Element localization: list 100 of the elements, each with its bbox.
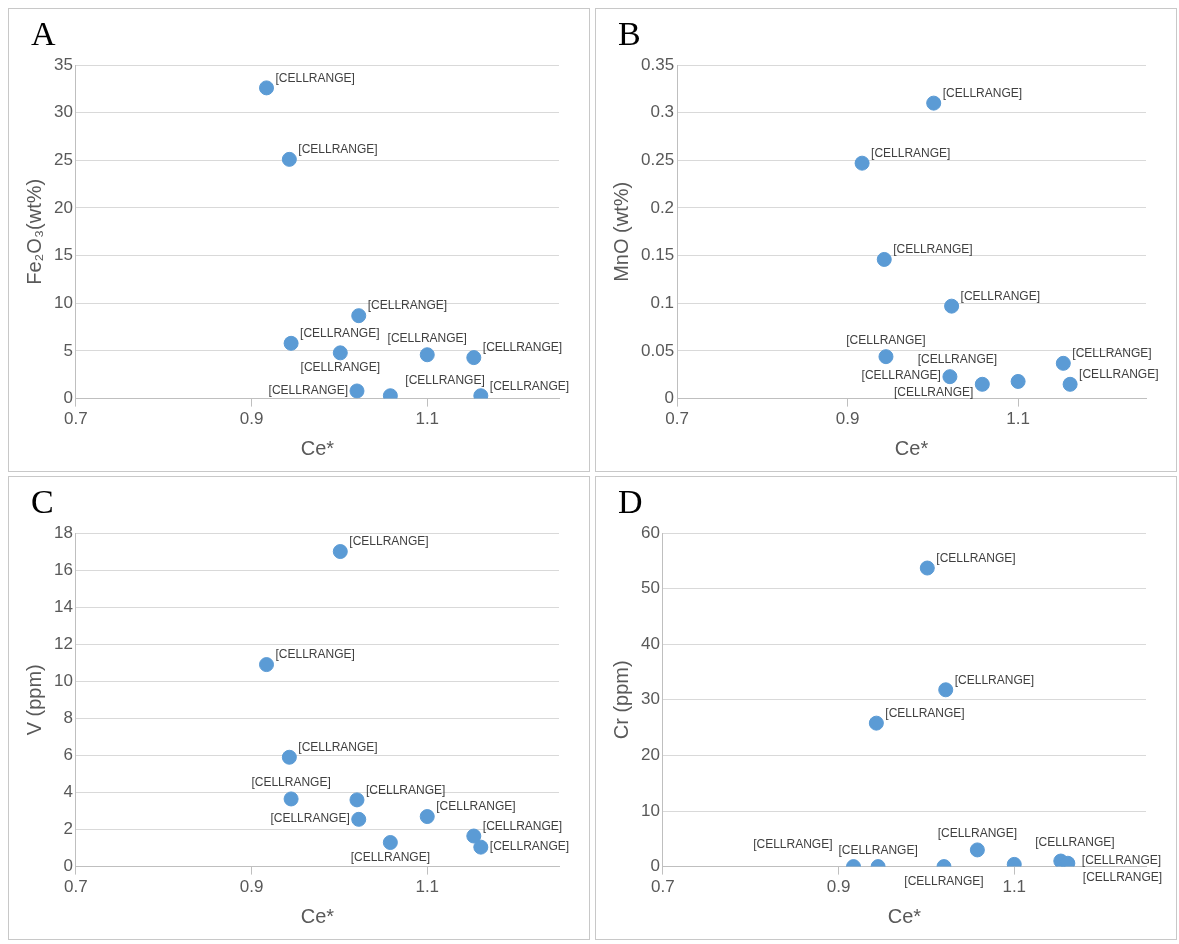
point — [259, 80, 275, 96]
chart-title: C — [31, 483, 54, 521]
data-label: [CELLRANGE] — [405, 372, 485, 387]
y-axis-title: V (ppm) — [22, 664, 45, 736]
point — [926, 95, 942, 111]
data-label: [CELLRANGE] — [1079, 367, 1159, 382]
data-label: [CELLRANGE] — [275, 70, 355, 85]
x-tick-label: 0.9 — [239, 877, 264, 897]
data-label: [CELLRANGE] — [861, 368, 941, 383]
y-tick-label: 15 — [53, 245, 73, 265]
data-label: [CELLRANGE] — [942, 85, 1023, 100]
point — [351, 308, 367, 324]
y-tick-label: 25 — [53, 150, 73, 169]
y-tick-label: 30 — [640, 689, 660, 709]
y-tick-label: 0.3 — [650, 102, 675, 122]
data-label: [CELLRANGE] — [387, 331, 467, 346]
x-axis-title: Ce* — [887, 904, 922, 927]
data-label: [CELLRANGE] — [482, 818, 563, 833]
y-tick-label: 12 — [53, 633, 73, 653]
y-tick-label: 6 — [63, 745, 73, 765]
data-label: [CELLRANGE] — [1035, 835, 1115, 850]
data-label: [CELLRANGE] — [1082, 870, 1163, 885]
data-label: [CELLRANGE] — [349, 534, 429, 549]
x-tick-label: 1.1 — [1006, 409, 1030, 429]
y-tick-label: 30 — [53, 102, 73, 122]
x-axis-title: Ce* — [894, 436, 929, 459]
data-label: [CELLRANGE] — [300, 360, 380, 375]
y-tick-label: 0 — [664, 388, 675, 408]
data-label: [CELLRANGE] — [1072, 346, 1152, 361]
x-tick-label: 0.9 — [826, 877, 851, 897]
data-label: [CELLRANGE] — [753, 837, 833, 852]
data-label: [CELLRANGE] — [904, 873, 984, 888]
x-axis-title: Ce* — [300, 904, 335, 927]
y-tick-label: 4 — [63, 782, 73, 802]
point — [419, 347, 435, 363]
data-label: [CELLRANGE] — [1081, 852, 1162, 867]
y-tick-label: 10 — [53, 292, 73, 312]
point — [1055, 355, 1071, 371]
data-label: [CELLRANGE] — [350, 849, 431, 864]
y-tick-label: 0.2 — [650, 197, 675, 217]
point — [332, 544, 348, 560]
data-label: [CELLRANGE] — [251, 775, 331, 790]
y-tick-label: 50 — [640, 578, 660, 598]
data-label: [CELLRANGE] — [436, 799, 516, 814]
y-tick-label: 8 — [63, 708, 73, 728]
point — [919, 560, 935, 576]
y-tick-label: 0 — [650, 856, 660, 876]
y-tick-label: 60 — [640, 522, 660, 542]
point — [868, 715, 884, 731]
point — [876, 251, 892, 267]
data-label: [CELLRANGE] — [367, 298, 448, 313]
point — [466, 828, 482, 844]
data-label: [CELLRANGE] — [960, 288, 1040, 303]
point — [281, 749, 297, 765]
x-tick-label: 0.9 — [239, 409, 264, 429]
y-axis-title: Cr (ppm) — [609, 660, 632, 740]
y-tick-label: 10 — [53, 670, 73, 690]
point — [283, 335, 299, 351]
x-tick-label: 0.7 — [651, 877, 675, 897]
chart-title: A — [31, 15, 56, 53]
y-tick-label: 0 — [63, 388, 73, 408]
point — [944, 298, 960, 314]
data-label: [CELLRANGE] — [885, 705, 965, 720]
data-label: [CELLRANGE] — [298, 740, 378, 755]
point — [466, 350, 482, 366]
data-label: [CELLRANGE] — [275, 647, 355, 662]
data-label: [CELLRANGE] — [489, 378, 570, 393]
point — [419, 809, 435, 825]
chart-title: D — [618, 483, 643, 521]
y-tick-label: 0.25 — [640, 150, 675, 169]
data-label: [CELLRANGE] — [917, 352, 998, 367]
point — [942, 369, 958, 385]
point — [938, 682, 954, 698]
y-tick-label: 18 — [53, 522, 73, 542]
data-label: [CELLRANGE] — [954, 672, 1035, 687]
data-label: [CELLRANGE] — [937, 826, 1018, 841]
x-tick-label: 0.9 — [835, 409, 860, 429]
point — [283, 791, 299, 807]
data-label: [CELLRANGE] — [893, 385, 974, 400]
y-tick-label: 35 — [53, 54, 73, 74]
y-tick-label: 16 — [53, 559, 73, 579]
x-tick-label: 0.7 — [665, 409, 689, 429]
data-label: [CELLRANGE] — [871, 145, 951, 160]
point — [878, 349, 894, 365]
x-axis-title: Ce* — [300, 436, 335, 459]
y-tick-label: 5 — [63, 340, 73, 360]
data-label: [CELLRANGE] — [482, 340, 563, 355]
point — [349, 383, 365, 399]
data-label: [CELLRANGE] — [489, 838, 570, 853]
point — [259, 657, 275, 673]
point — [1010, 373, 1026, 389]
point — [332, 345, 348, 361]
y-axis-title: Fe₂O₃(wt%) — [22, 178, 45, 285]
y-tick-label: 40 — [640, 633, 660, 653]
point — [1062, 376, 1078, 392]
data-label: [CELLRANGE] — [268, 382, 348, 397]
x-tick-label: 1.1 — [1002, 877, 1027, 897]
data-label: [CELLRANGE] — [838, 842, 918, 857]
chart-title: B — [618, 15, 641, 53]
x-tick-label: 0.7 — [64, 877, 88, 897]
